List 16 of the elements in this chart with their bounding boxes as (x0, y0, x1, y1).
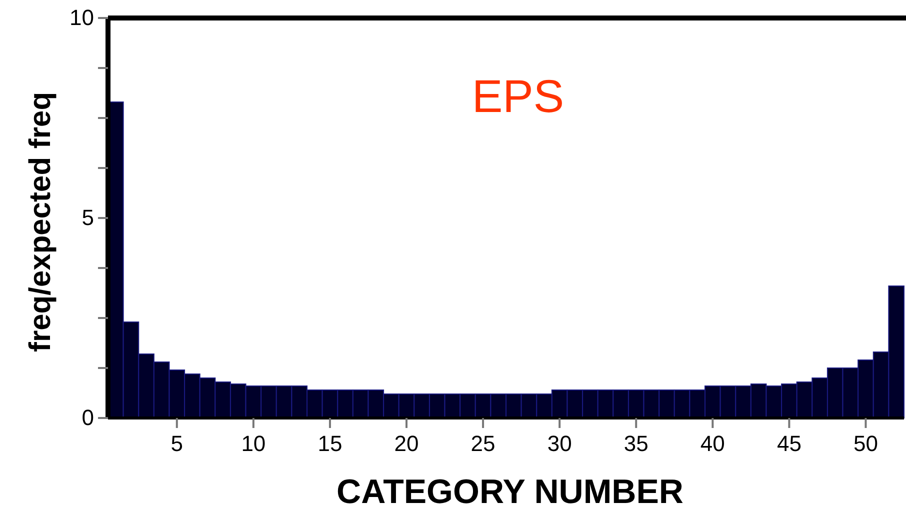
y-tick-label: 0 (82, 405, 94, 430)
text: EPS (472, 70, 564, 122)
x-axis-title: CATEGORY NUMBER (336, 473, 684, 509)
x-tick-label: 30 (547, 430, 572, 456)
x-tick-label: 10 (241, 430, 266, 456)
x-tick-label: 50 (853, 430, 878, 456)
y-tick-label: 5 (82, 205, 94, 230)
x-tick-label: 25 (470, 430, 496, 456)
x-tick-label: 20 (394, 430, 419, 456)
y-tick-label: 10 (70, 5, 94, 30)
x-tick-label: 45 (776, 430, 802, 456)
x-tick-label: 15 (318, 430, 342, 456)
x-tick-label: 5 (170, 430, 184, 456)
x-tick-label: 40 (700, 430, 725, 456)
y-axis-title: freq/expected freq (24, 92, 57, 352)
x-tick-label: 35 (624, 430, 648, 456)
